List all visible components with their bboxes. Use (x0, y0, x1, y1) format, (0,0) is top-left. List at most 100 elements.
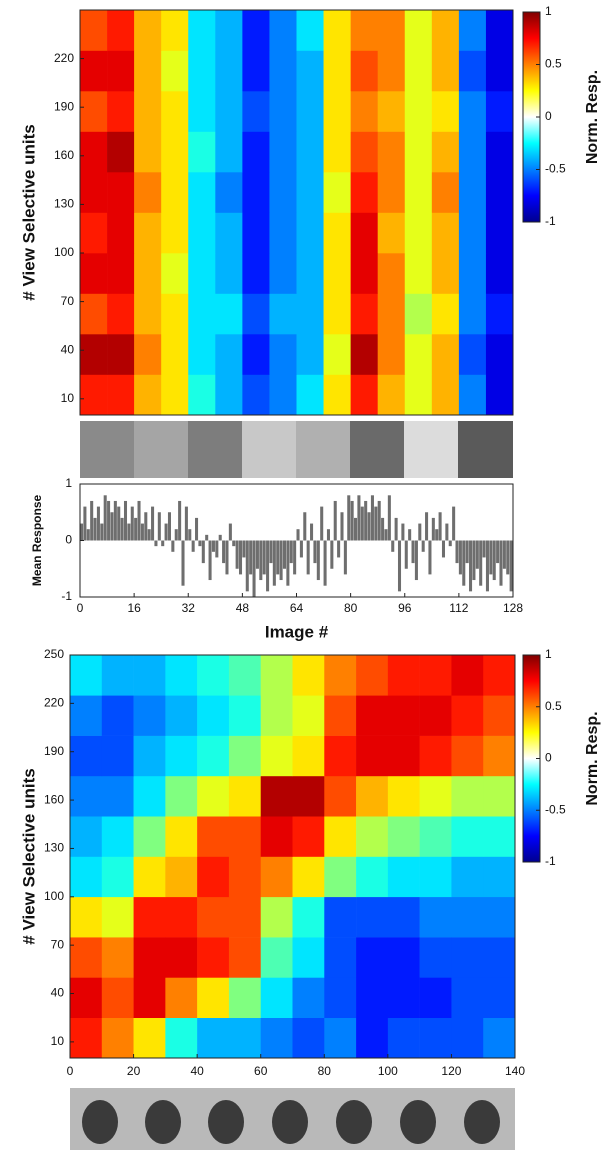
heatmap-cell (323, 50, 351, 92)
bar (296, 529, 300, 541)
heatmap-cell (80, 10, 108, 51)
heatmap-cell (323, 10, 351, 51)
heatmap-cell (228, 655, 262, 696)
heatmap-cell (70, 896, 103, 938)
heatmap-cell (323, 172, 351, 213)
heatmap-cell (228, 775, 262, 817)
heatmap-cell (387, 735, 420, 777)
y-tick-label: 10 (61, 391, 75, 405)
bar (357, 495, 361, 541)
heatmap-cell (387, 695, 420, 736)
heatmap-cell (197, 977, 230, 1018)
heatmap-cell (133, 937, 166, 978)
heatmap-cell (269, 293, 297, 335)
heatmap-cell (242, 50, 270, 92)
heatmap-cell (431, 334, 460, 375)
heatmap-cell (161, 253, 189, 294)
heatmap-cell (431, 131, 460, 173)
heatmap-cell (260, 816, 293, 857)
bar (293, 540, 297, 575)
heatmap-cell (377, 212, 406, 254)
heatmap-cell (431, 172, 460, 213)
heatmap-cell (101, 896, 134, 938)
bar (299, 540, 303, 558)
colorbar-tick-label: 1 (545, 4, 552, 18)
heatmap-cell (80, 91, 108, 132)
heatmap-cell (80, 293, 108, 335)
heatmap-cell (387, 775, 420, 817)
heatmap-cell (483, 655, 516, 696)
heatmap-cell (356, 735, 389, 777)
heatmap-cell (296, 212, 324, 254)
x-tick-label: 100 (378, 1064, 398, 1078)
image-strip-bottom (70, 1088, 515, 1150)
heatmap-cell (134, 91, 162, 132)
heatmap-cell (215, 172, 243, 213)
heatmap-cell (107, 10, 135, 51)
bar (154, 540, 158, 547)
heatmap-cell (404, 212, 433, 254)
bar (164, 523, 168, 541)
heatmap-cell (483, 896, 516, 938)
heatmap-cell (188, 131, 216, 173)
heatmap-cell (458, 131, 487, 173)
bar (151, 506, 155, 541)
colorbar-tick-label: 1 (545, 647, 552, 661)
colorbar-tick-label: -1 (545, 214, 556, 228)
bar (147, 529, 151, 541)
heatmap-cell (292, 856, 325, 898)
heatmap-cell (485, 293, 514, 335)
heatmap-cell (161, 10, 189, 51)
bar (397, 540, 402, 592)
heatmap-cell (323, 131, 351, 173)
bar (279, 540, 283, 581)
heatmap-cell (451, 735, 484, 777)
heatmap-cell (197, 655, 230, 696)
heatmap-cell (324, 896, 357, 938)
heatmap-cell (292, 655, 325, 696)
heatmap-cell (165, 937, 198, 978)
bar (123, 500, 128, 541)
heatmap-cell (197, 695, 230, 736)
heatmap-cell (197, 937, 230, 978)
heatmap-cell (350, 50, 378, 92)
heatmap-cell (269, 172, 297, 213)
heatmap-cell (260, 856, 293, 898)
bar (482, 540, 486, 558)
heatmap-cell (215, 253, 243, 294)
bar (282, 540, 287, 569)
heatmap-cell (324, 655, 357, 696)
heatmap-cell (134, 50, 162, 92)
bar (411, 540, 415, 564)
bar (208, 540, 212, 581)
heatmap-cell (70, 977, 103, 1018)
heatmap-cell (269, 334, 297, 375)
bar (127, 523, 131, 541)
bar (120, 517, 124, 541)
bar (167, 512, 171, 541)
x-tick-label: 40 (190, 1064, 204, 1078)
x-tick-label: 80 (344, 601, 358, 615)
x-tick-label: 0 (77, 601, 84, 615)
bar (272, 540, 276, 586)
heatmap-cell (134, 253, 162, 294)
heatmap-cell (242, 212, 270, 254)
heatmap-cell (107, 172, 135, 213)
heatmap-cell (107, 293, 135, 335)
heatmap-cell (107, 50, 135, 92)
heatmap-cell (165, 856, 198, 898)
heatmap-cell (404, 50, 433, 92)
heatmap-cell (80, 50, 108, 92)
bar (448, 540, 452, 547)
colorbar-tick-label: -1 (545, 854, 556, 868)
heatmap-cell (165, 816, 198, 857)
bar (499, 540, 503, 586)
heatmap-cell (451, 1017, 484, 1059)
heatmap-cell (387, 977, 420, 1018)
bar (408, 529, 412, 541)
heatmap-cell (161, 374, 189, 416)
bar (347, 495, 351, 541)
x-tick-label: 20 (127, 1064, 141, 1078)
heatmap-cell (133, 977, 166, 1018)
heatmap-cell (70, 735, 103, 777)
